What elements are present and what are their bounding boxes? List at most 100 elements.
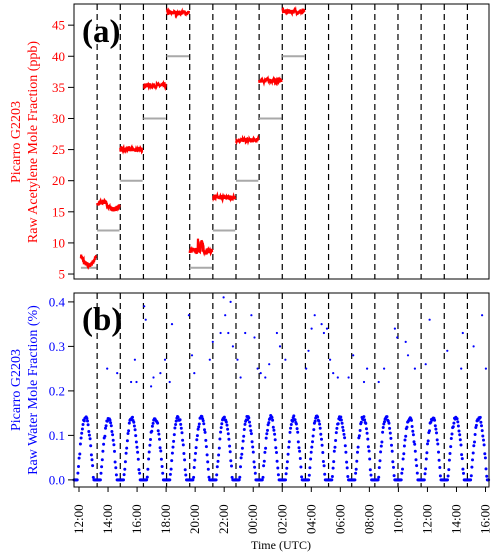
panel-a-dividers — [96, 4, 469, 279]
water-point — [447, 468, 451, 472]
water-point — [168, 472, 172, 476]
water-point — [195, 438, 199, 442]
water-point — [122, 478, 125, 482]
x-tick-label: 18:00 — [158, 504, 173, 534]
water-point — [192, 466, 196, 469]
water-point — [183, 468, 187, 472]
water-point — [224, 420, 228, 424]
water-point — [101, 449, 105, 453]
water-point — [80, 427, 84, 431]
water-point — [193, 458, 197, 462]
water-point — [330, 475, 334, 478]
water-point — [289, 426, 293, 430]
panel-b-frame — [73, 292, 490, 488]
panel-b-scatter-series — [72, 296, 491, 482]
water-point — [435, 438, 439, 442]
water-point — [482, 438, 485, 442]
water-point — [149, 438, 152, 441]
water-point — [249, 432, 253, 436]
water-point — [78, 452, 82, 456]
water-point — [229, 459, 233, 463]
water-outlier-point — [484, 367, 487, 370]
water-outlier-point — [144, 318, 147, 321]
water-point — [309, 450, 313, 454]
water-point — [423, 472, 427, 476]
water-point — [378, 459, 382, 463]
water-point — [227, 437, 231, 441]
water-point — [86, 423, 90, 427]
water-point — [194, 451, 197, 455]
water-point — [480, 424, 483, 428]
water-point — [200, 415, 204, 418]
water-point — [321, 460, 325, 463]
water-point — [237, 478, 241, 482]
water-point — [247, 416, 251, 420]
panel-b-ylabel-line2: Raw Water Mole Fraction (%) — [26, 305, 41, 475]
water-outlier-point — [116, 372, 119, 375]
water-point — [401, 457, 405, 461]
water-outlier-point — [187, 314, 190, 317]
water-point — [168, 478, 172, 482]
water-outlier-point — [472, 345, 475, 348]
measured-step — [212, 191, 237, 204]
water-point — [343, 436, 347, 440]
water-point — [194, 446, 198, 450]
water-point — [132, 420, 136, 424]
water-point — [104, 426, 107, 430]
water-point — [249, 429, 253, 433]
water-point — [387, 421, 391, 425]
water-point — [377, 475, 381, 479]
water-outlier-point — [190, 354, 194, 357]
water-point — [414, 458, 418, 462]
water-outlier-point — [275, 331, 278, 335]
water-outlier-point — [168, 380, 171, 384]
water-point — [87, 433, 91, 437]
water-point — [460, 453, 464, 457]
water-point — [426, 442, 429, 446]
y-tick-label: 0.3 — [49, 339, 65, 354]
panel-b-label: (b) — [82, 302, 122, 338]
water-point — [180, 431, 184, 435]
water-point — [358, 429, 362, 432]
water-point — [392, 474, 396, 478]
water-point — [390, 449, 394, 453]
water-point — [363, 418, 367, 422]
panel-a-ylabel-line2: Raw Acetylene Mole Fraction (ppb) — [26, 41, 41, 244]
water-point — [333, 445, 337, 449]
water-outlier-point — [222, 296, 225, 299]
water-point — [158, 446, 162, 450]
water-point — [481, 434, 485, 438]
water-point — [136, 450, 140, 454]
water-point — [111, 438, 115, 442]
water-point — [156, 421, 160, 425]
y-tick-label: 0.1 — [49, 428, 65, 443]
water-point — [86, 419, 89, 423]
water-outlier-point — [446, 349, 449, 352]
water-point — [472, 444, 476, 448]
water-point — [133, 428, 137, 432]
water-point — [215, 465, 219, 469]
x-tick-label: 22:00 — [216, 504, 231, 534]
water-point — [354, 467, 358, 471]
water-point — [228, 450, 232, 454]
water-point — [285, 460, 289, 464]
measured-step — [165, 7, 190, 19]
panel-b-dividers — [96, 293, 469, 487]
y-tick-label: 20 — [52, 173, 65, 188]
water-outlier-point — [170, 323, 174, 326]
water-point — [125, 439, 129, 443]
water-outlier-point — [244, 331, 247, 335]
water-point — [81, 423, 85, 426]
water-point — [113, 460, 117, 464]
water-point — [251, 450, 255, 454]
water-point — [331, 466, 335, 470]
water-point — [77, 456, 81, 460]
water-point — [262, 464, 266, 468]
water-point — [447, 458, 451, 462]
water-outlier-point — [106, 367, 109, 370]
water-point — [412, 440, 416, 444]
water-point — [172, 439, 176, 443]
water-point — [471, 458, 474, 462]
water-point — [411, 433, 415, 437]
water-point — [222, 415, 226, 419]
